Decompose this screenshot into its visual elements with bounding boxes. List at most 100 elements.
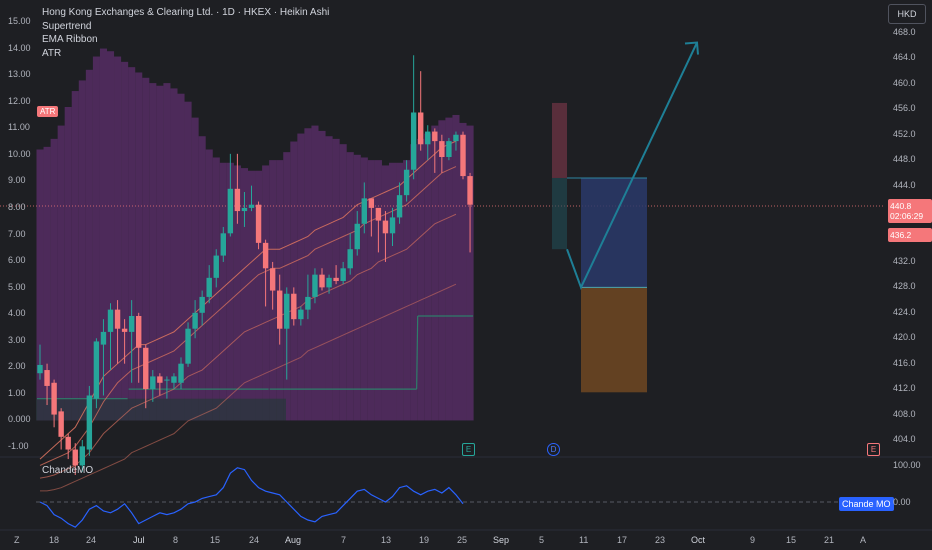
candle-body [460, 134, 466, 177]
time-axis-tick: 8 [173, 535, 179, 545]
candle-body [340, 268, 346, 282]
atr-bar [431, 125, 439, 421]
atr-bar [57, 125, 65, 421]
cmo-axis-100: 100.00 [893, 460, 921, 470]
target-area [581, 177, 647, 288]
left-axis-tick: -1.00 [8, 441, 29, 451]
atr-label: ATR [37, 106, 59, 117]
symbol-title[interactable]: Hong Kong Exchanges & Clearing Ltd. · 1D… [42, 7, 330, 18]
atr-bar [396, 162, 404, 421]
atr-bar [85, 69, 93, 421]
time-axis-tick: Jul [133, 535, 145, 545]
time-axis-tick: 24 [249, 535, 260, 545]
right-axis-tick: 448.0 [893, 154, 916, 165]
atr-bar [424, 133, 432, 421]
atr-bar [248, 170, 256, 421]
candle-body [171, 376, 177, 383]
atr-bar [410, 144, 418, 421]
atr-bar [170, 88, 178, 421]
stop-area [581, 287, 647, 393]
candle-body [375, 207, 382, 221]
earnings-event-icon[interactable]: E [462, 443, 475, 456]
supertrend-fill [36, 398, 286, 421]
atr-bar [50, 138, 58, 421]
ema-ribbon-line [39, 140, 457, 460]
candle-body [206, 277, 212, 297]
left-axis-tick: 7.00 [8, 228, 26, 239]
indicator-ema-ribbon[interactable]: EMA Ribbon [42, 34, 98, 45]
candle-body [100, 331, 107, 345]
candle-body [396, 195, 403, 218]
ema-ribbon-line [40, 283, 457, 492]
time-axis-tick: Z [14, 535, 20, 545]
candle-body [93, 341, 100, 399]
cmo-value-tag: Chande MO [839, 497, 894, 511]
indicator-supertrend[interactable]: Supertrend [42, 20, 92, 32]
atr-bar [64, 107, 72, 421]
candle-body [199, 296, 205, 313]
candle-body [277, 290, 283, 329]
time-axis-tick: Aug [285, 535, 302, 545]
right-axis-tick: 452.0 [893, 128, 916, 139]
atr-bar [177, 93, 185, 421]
right-axis-tick: 412.0 [893, 383, 916, 394]
candle-body [72, 449, 78, 466]
atr-bar [184, 101, 192, 421]
left-axis-tick: 5.00 [8, 281, 26, 292]
candle-body [213, 255, 219, 278]
atr-bar [360, 157, 368, 421]
atr-bar [459, 122, 467, 421]
atr-bar [367, 160, 375, 421]
candle-body [114, 309, 121, 329]
time-axis-tick: 24 [86, 535, 97, 545]
dividend-event-icon[interactable]: D [547, 443, 560, 456]
currency-button[interactable]: HKD [888, 4, 926, 24]
atr-bar [212, 157, 220, 421]
atr-bar [135, 72, 143, 421]
atr-bar [466, 125, 474, 421]
candle-body [425, 131, 431, 145]
time-axis-tick: Sep [493, 535, 510, 545]
time-axis-tick: 11 [579, 535, 589, 545]
candle-body [269, 268, 276, 291]
candle-body [389, 217, 396, 234]
candle-body [44, 370, 50, 386]
atr-bar [156, 85, 164, 421]
atr-bar [297, 133, 305, 421]
right-axis-tick: 464.0 [893, 52, 916, 63]
atr-bar [219, 162, 227, 421]
candle-body [192, 312, 198, 329]
candle-body [37, 364, 43, 374]
left-axis-tick: 10.00 [8, 148, 31, 159]
ema-ribbon-line [39, 166, 457, 466]
atr-bar [99, 48, 107, 421]
left-axis-tick: 12.00 [8, 95, 31, 106]
last-price-tag: 440.8 02:06:29 [888, 199, 932, 223]
atr-bar [36, 149, 44, 421]
indicator-atr[interactable]: ATR [42, 47, 62, 59]
candle-body [234, 188, 241, 212]
countdown-value: 02:06:29 [890, 211, 924, 221]
cmo-line [39, 467, 464, 528]
right-axis-tick: 432.0 [893, 255, 916, 266]
time-axis-tick: 7 [341, 535, 347, 545]
candle-body [354, 223, 360, 250]
atr-bar [240, 168, 248, 421]
time-axis-tick: 15 [210, 535, 221, 545]
candle-body [136, 315, 142, 348]
candle-body [86, 395, 93, 450]
cmo-title[interactable]: ChandeMO [42, 465, 94, 476]
right-axis-tick: 416.0 [893, 357, 916, 368]
atr-bar [346, 152, 354, 421]
left-axis-tick: 1.00 [8, 387, 26, 398]
supertrend-step [416, 315, 419, 390]
time-axis-tick: 25 [457, 535, 468, 545]
future-earnings-icon[interactable]: E [867, 443, 880, 456]
atr-bar [438, 120, 446, 421]
chart-legend: Hong Kong Exchanges & Clearing Ltd. · 1D… [42, 6, 329, 60]
time-axis-tick: 9 [750, 535, 756, 545]
candle-body [410, 112, 417, 170]
left-axis-tick: 0.000 [8, 414, 31, 425]
candle-body [403, 169, 410, 196]
